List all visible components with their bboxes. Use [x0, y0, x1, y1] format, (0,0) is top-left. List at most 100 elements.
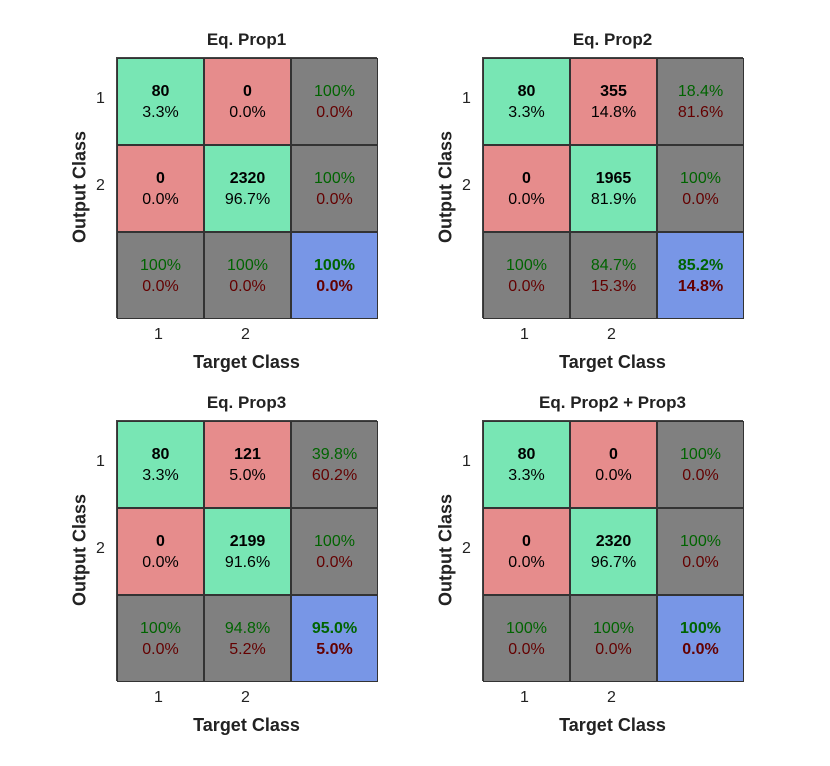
error-percent: 0.0% [682, 640, 719, 658]
correct-percent: 85.2% [677, 256, 724, 274]
matrix-cell: 80 3.3% [117, 58, 204, 145]
matrix-cell: 0 0.0% [570, 421, 657, 508]
cell-count: 0 [156, 532, 165, 550]
chart-title: Eq. Prop1 [206, 30, 287, 49]
correct-percent: 100% [314, 169, 355, 187]
cell-percent: 0.0% [142, 553, 179, 571]
cell-percent: 81.9% [590, 190, 637, 208]
chart-title: Eq. Prop2 [572, 30, 653, 49]
error-percent: 0.0% [682, 466, 719, 484]
matrix-cell: 85.2% 14.8% [657, 232, 744, 319]
error-percent: 0.0% [229, 277, 266, 295]
cell-count: 80 [151, 445, 170, 463]
matrix-cell: 39.8% 60.2% [291, 421, 378, 508]
cell-percent: 3.3% [508, 103, 545, 121]
matrix-cell: 0 0.0% [117, 145, 204, 232]
cell-count: 2320 [229, 169, 266, 187]
chart-title: Eq. Prop3 [206, 393, 287, 412]
error-percent: 0.0% [316, 103, 353, 121]
cell-percent: 3.3% [508, 466, 545, 484]
matrix-cell: 100% 0.0% [657, 145, 744, 232]
matrix-cell: 100% 0.0% [657, 421, 744, 508]
y-tick-label: 2 [96, 540, 105, 557]
x-axis-label: Target Class [559, 352, 666, 372]
cell-percent: 96.7% [590, 553, 637, 571]
matrix-grid: 80 3.3% 0 0.0% 100% 0.0% 0 0.0% 2320 96.7% 100% 0.0… [116, 57, 378, 319]
cell-percent: 0.0% [142, 190, 179, 208]
matrix-cell: 80 3.3% [117, 421, 204, 508]
cell-percent: 96.7% [224, 190, 271, 208]
cell-percent: 91.6% [224, 553, 271, 571]
cell-count: 121 [234, 445, 261, 463]
y-tick-label: 1 [462, 90, 471, 107]
error-percent: 0.0% [316, 190, 353, 208]
x-axis-label: Target Class [193, 715, 300, 735]
error-percent: 0.0% [142, 640, 179, 658]
correct-percent: 100% [680, 445, 721, 463]
matrix-grid: 80 3.3% 355 14.8% 18.4% 81.6% 0 0.0% 1965 81.9% 10… [482, 57, 744, 319]
correct-percent: 100% [227, 256, 268, 274]
error-percent: 60.2% [311, 466, 358, 484]
x-axis-label: Target Class [559, 715, 666, 735]
cell-percent: 14.8% [590, 103, 637, 121]
matrix-cell: 80 3.3% [483, 421, 570, 508]
cell-count: 80 [517, 82, 536, 100]
correct-percent: 100% [680, 532, 721, 550]
cell-percent: 3.3% [142, 466, 179, 484]
cell-count: 2320 [595, 532, 632, 550]
cell-count: 0 [609, 445, 618, 463]
matrix-cell: 100% 0.0% [291, 508, 378, 595]
y-tick-label: 2 [462, 540, 471, 557]
error-percent: 14.8% [677, 277, 724, 295]
cell-percent: 0.0% [229, 103, 266, 121]
error-percent: 0.0% [595, 640, 632, 658]
matrix-cell: 1965 81.9% [570, 145, 657, 232]
cell-percent: 3.3% [142, 103, 179, 121]
matrix-cell: 0 0.0% [204, 58, 291, 145]
matrix-cell: 0 0.0% [483, 145, 570, 232]
matrix-cell: 100% 0.0% [483, 595, 570, 682]
chart-title: Eq. Prop2 + Prop3 [539, 393, 686, 412]
matrix-cell: 100% 0.0% [657, 595, 744, 682]
cell-percent: 0.0% [508, 190, 545, 208]
error-percent: 15.3% [590, 277, 637, 295]
correct-percent: 100% [593, 619, 634, 637]
error-percent: 0.0% [508, 277, 545, 295]
confusion-matrix-panel: Eq. Prop2 + Prop3 80 3.3% 0 0.0% 100% 0.0% 0 0.0… [426, 383, 756, 743]
matrix-cell: 2199 91.6% [204, 508, 291, 595]
matrix-cell: 94.8% 5.2% [204, 595, 291, 682]
y-axis-label-text: Output Class [435, 130, 456, 244]
matrix-cell: 100% 0.0% [291, 232, 378, 319]
correct-percent: 100% [680, 169, 721, 187]
y-tick-label: 2 [462, 177, 471, 194]
correct-percent: 100% [506, 619, 547, 637]
cell-percent: 0.0% [508, 553, 545, 571]
confusion-matrix-panel: Eq. Prop1 80 3.3% 0 0.0% 100% 0.0% 0 0.0% 2320 96.… [60, 20, 390, 380]
correct-percent: 94.8% [224, 619, 271, 637]
matrix-grid: 80 3.3% 0 0.0% 100% 0.0% 0 0.0% 2320 96.7% 100% 0.0… [482, 420, 744, 682]
x-tick-label: 2 [241, 689, 250, 706]
matrix-cell: 100% 0.0% [291, 145, 378, 232]
cell-count: 80 [517, 445, 536, 463]
matrix-cell: 0 0.0% [117, 508, 204, 595]
error-percent: 0.0% [682, 190, 719, 208]
correct-percent: 100% [140, 619, 181, 637]
matrix-cell: 100% 0.0% [570, 595, 657, 682]
y-axis-label-text: Output Class [69, 130, 90, 244]
correct-percent: 95.0% [311, 619, 358, 637]
cell-count: 2199 [229, 532, 266, 550]
matrix-cell: 100% 0.0% [291, 58, 378, 145]
matrix-cell: 2320 96.7% [570, 508, 657, 595]
matrix-cell: 100% 0.0% [204, 232, 291, 319]
correct-percent: 18.4% [677, 82, 724, 100]
error-percent: 0.0% [316, 277, 353, 295]
correct-percent: 100% [506, 256, 547, 274]
cell-count: 0 [522, 532, 531, 550]
cell-count: 80 [151, 82, 170, 100]
cell-count: 0 [156, 169, 165, 187]
cell-percent: 5.0% [229, 466, 266, 484]
correct-percent: 100% [314, 82, 355, 100]
correct-percent: 100% [314, 256, 355, 274]
correct-percent: 84.7% [590, 256, 637, 274]
x-tick-label: 2 [241, 326, 250, 343]
